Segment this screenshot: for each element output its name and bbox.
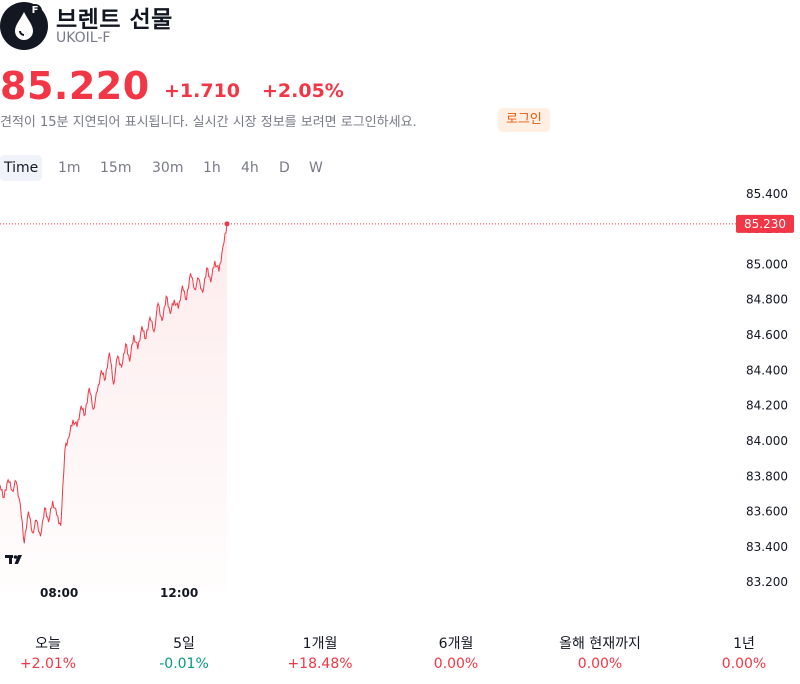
tab-week[interactable]: W [309, 160, 323, 176]
tab-15m[interactable]: 15m [100, 160, 132, 176]
last-price-label-text: 85.230 [744, 217, 786, 231]
y-tick-label: 83.800 [746, 469, 788, 483]
last-price-dot [224, 221, 230, 227]
y-tick-label: 83.200 [746, 575, 788, 589]
tab-30m[interactable]: 30m [152, 160, 184, 176]
x-tick-label: 12:00 [160, 586, 199, 600]
price-chart[interactable]: 85.40085.20085.00084.80084.60084.40084.2… [0, 185, 800, 605]
perf-label: 오늘 [35, 636, 61, 652]
y-tick-label: 83.400 [746, 540, 788, 554]
y-tick-label: 84.800 [746, 293, 788, 307]
tab-1m[interactable]: 1m [58, 160, 81, 176]
y-tick-label: 85.000 [746, 257, 788, 271]
perf-value: +18.48% [287, 656, 353, 672]
login-button[interactable]: 로그인 [498, 108, 550, 132]
perf-ytd[interactable]: 올해 현재까지 0.00% [540, 634, 660, 674]
futures-badge: F [28, 4, 42, 18]
oil-drop-logo: F [0, 2, 48, 50]
perf-label: 5일 [173, 636, 195, 652]
y-tick-label: 84.400 [746, 363, 788, 377]
perf-label: 6개월 [438, 636, 474, 652]
y-tick-label: 84.600 [746, 328, 788, 342]
price-row: 85.220 +1.710 +2.05% [0, 64, 800, 108]
perf-value: -0.01% [159, 656, 209, 672]
price-line [0, 223, 228, 544]
perf-value: +2.01% [19, 656, 77, 672]
price-change: +1.710 [164, 80, 241, 102]
y-tick-label: 83.600 [746, 505, 788, 519]
tab-time[interactable]: Time [0, 155, 43, 181]
delay-notice: 견적이 15분 지연되어 표시됩니다. 실시간 시장 정보를 보려면 로그인하세… [0, 115, 417, 130]
perf-value: 0.00% [577, 656, 623, 672]
perf-value: 0.00% [433, 656, 479, 672]
perf-today[interactable]: 오늘 +2.01% [0, 634, 108, 674]
y-tick-label: 84.000 [746, 434, 788, 448]
last-price-label: 85.230 [736, 214, 794, 233]
y-tick-label: 84.200 [746, 399, 788, 413]
x-tick-label: 08:00 [40, 586, 79, 600]
symbol-title: 브렌트 선물 [56, 7, 173, 33]
perf-1y[interactable]: 1년 0.00% [684, 634, 800, 674]
y-axis: 85.40085.20085.00084.80084.60084.40084.2… [746, 187, 788, 589]
tab-4h[interactable]: 4h [241, 160, 259, 176]
symbol-header: F 브렌트 선물 UKOIL-F [0, 0, 800, 50]
tab-1h[interactable]: 1h [203, 160, 221, 176]
tradingview-logo-icon[interactable] [4, 552, 26, 568]
perf-6m[interactable]: 6개월 0.00% [396, 634, 516, 674]
perf-label: 올해 현재까지 [559, 636, 641, 652]
price-change-percent: +2.05% [262, 80, 344, 102]
performance-strip: 오늘 +2.01% 5일 -0.01% 1개월 +18.48% 6개월 0.00… [0, 634, 800, 678]
perf-value: 0.00% [721, 656, 767, 672]
perf-1m[interactable]: 1개월 +18.48% [260, 634, 380, 674]
last-price: 85.220 [0, 64, 150, 108]
price-area-fill [0, 223, 227, 592]
perf-label: 1년 [733, 636, 755, 652]
perf-5d[interactable]: 5일 -0.01% [124, 634, 244, 674]
symbol-ticker: UKOIL-F [56, 30, 111, 46]
y-tick-label: 85.400 [746, 187, 788, 201]
tab-day[interactable]: D [279, 160, 290, 176]
perf-label: 1개월 [302, 636, 338, 652]
